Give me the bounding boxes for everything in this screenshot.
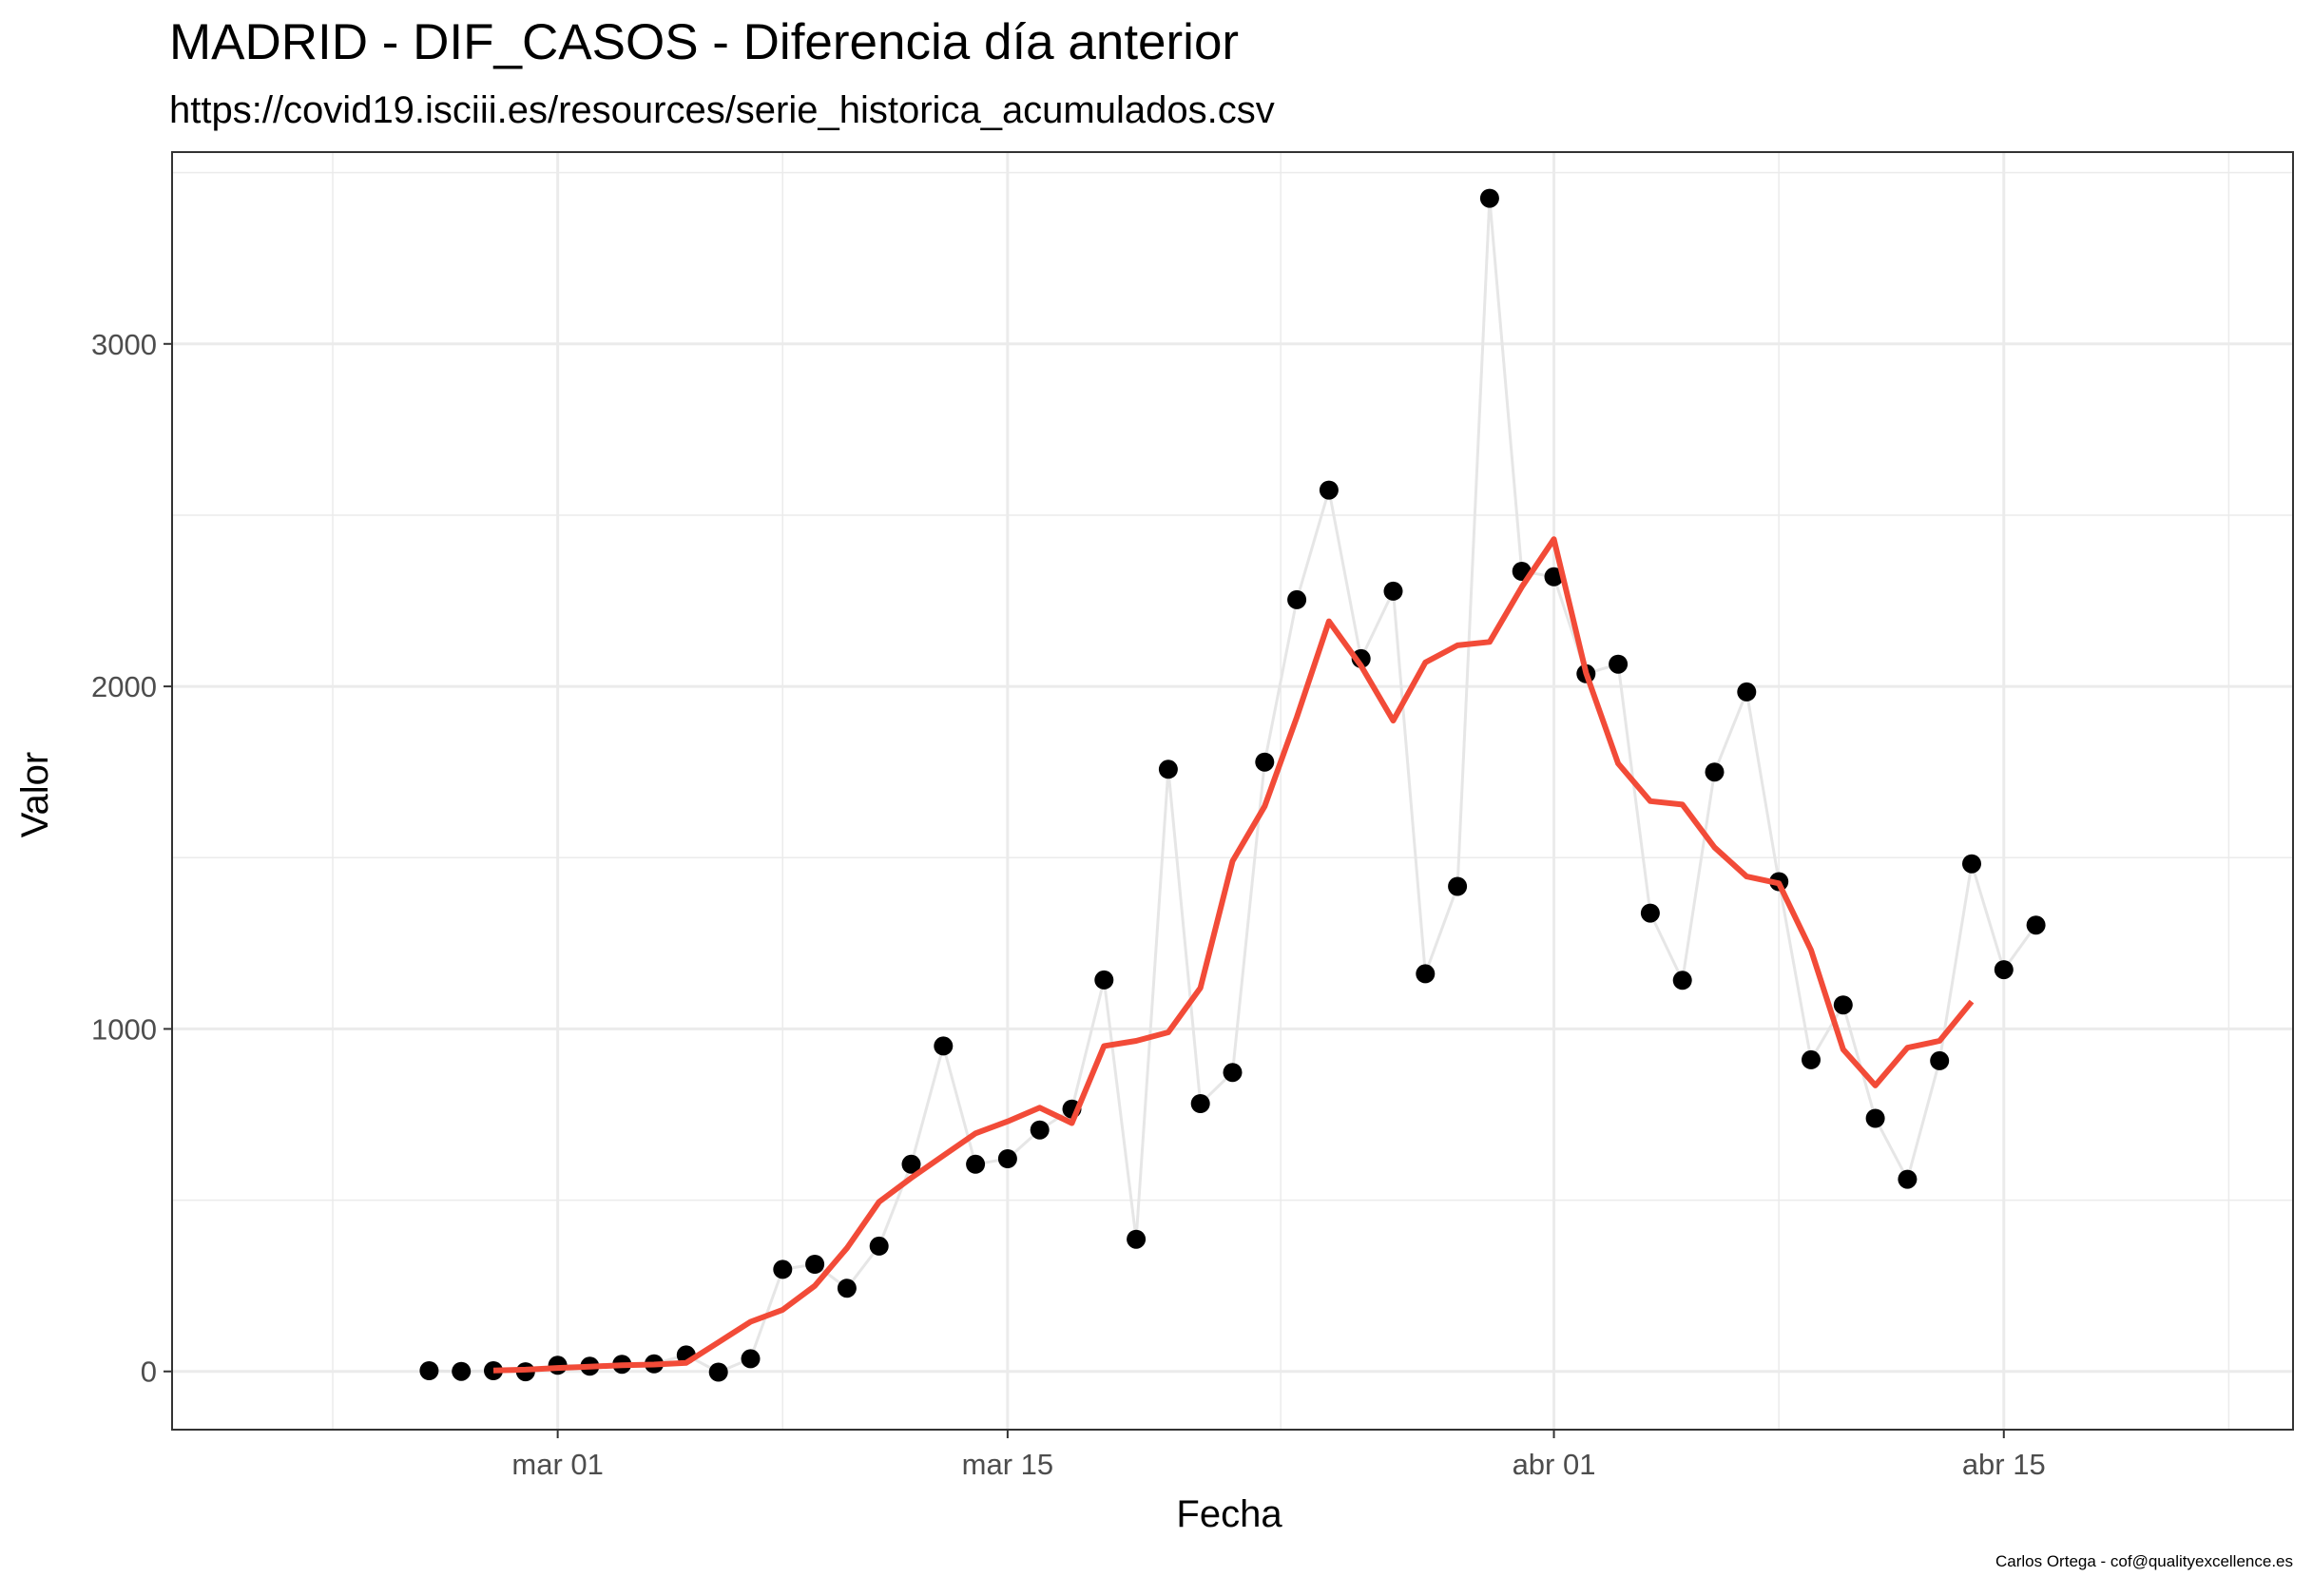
data-point — [1287, 589, 1307, 609]
x-tick-label: mar 01 — [511, 1448, 603, 1481]
data-point — [934, 1036, 954, 1056]
data-point — [1383, 581, 1403, 601]
y-tick-label: 1000 — [91, 1012, 157, 1046]
data-point — [1319, 480, 1339, 500]
data-point — [1865, 1108, 1885, 1128]
x-axis: mar 01 mar 15 abr 01 abr 15 — [511, 1430, 2046, 1481]
data-point — [1672, 971, 1692, 990]
data-point — [1030, 1120, 1050, 1140]
moving-average-line — [492, 536, 1975, 1374]
data-point — [805, 1255, 825, 1274]
data-point — [1833, 995, 1853, 1015]
data-point — [1479, 188, 1499, 208]
data-point — [1094, 970, 1114, 990]
data-point — [1448, 876, 1468, 896]
data-point — [966, 1154, 986, 1174]
chart-subtitle: https://covid19.isciii.es/resources/seri… — [169, 89, 1275, 131]
data-point — [1802, 1049, 1821, 1069]
data-point — [1962, 854, 1981, 874]
data-point — [708, 1362, 728, 1382]
chart-caption: Carlos Ortega - cof@qualityexcellence.es — [1995, 1552, 2293, 1570]
y-axis: 0 1000 2000 3000 — [91, 328, 172, 1389]
panel-border — [171, 151, 2294, 1431]
data-point — [1190, 1094, 1210, 1113]
data-point — [741, 1349, 761, 1369]
data-point — [837, 1279, 857, 1298]
data-point — [869, 1236, 889, 1256]
data-point — [1127, 1229, 1147, 1249]
data-point — [1255, 752, 1275, 772]
data-point — [484, 1361, 503, 1380]
data-point — [773, 1259, 793, 1279]
plot-panel — [171, 151, 2294, 1431]
data-point — [1930, 1050, 1950, 1070]
data-point — [1640, 903, 1660, 923]
y-tick-label: 3000 — [91, 328, 157, 361]
x-axis-title: Fecha — [1176, 1493, 1282, 1535]
data-marks — [419, 188, 2046, 1382]
x-tick-label: abr 15 — [1962, 1448, 2046, 1481]
major-gridlines — [172, 152, 2293, 1430]
data-point — [2026, 915, 2046, 935]
data-point — [1898, 1169, 1918, 1189]
x-tick-label: abr 01 — [1513, 1448, 1596, 1481]
data-point — [452, 1361, 472, 1381]
data-point — [1158, 760, 1178, 779]
y-axis-title: Valor — [14, 752, 56, 837]
chart-title: MADRID - DIF_CASOS - Diferencia día ante… — [169, 14, 1239, 70]
data-point — [1609, 654, 1629, 674]
data-point — [1994, 960, 2014, 980]
data-point — [1223, 1063, 1243, 1083]
data-point — [419, 1361, 439, 1380]
data-point — [1705, 762, 1725, 782]
y-tick-label: 0 — [141, 1356, 157, 1389]
data-point — [1737, 682, 1757, 702]
data-point — [997, 1149, 1017, 1168]
data-point — [1544, 567, 1564, 586]
panel-background — [172, 152, 2293, 1430]
data-point — [1416, 964, 1436, 984]
data-point — [901, 1154, 921, 1174]
x-tick-label: mar 15 — [962, 1448, 1053, 1481]
y-tick-label: 2000 — [91, 670, 157, 703]
